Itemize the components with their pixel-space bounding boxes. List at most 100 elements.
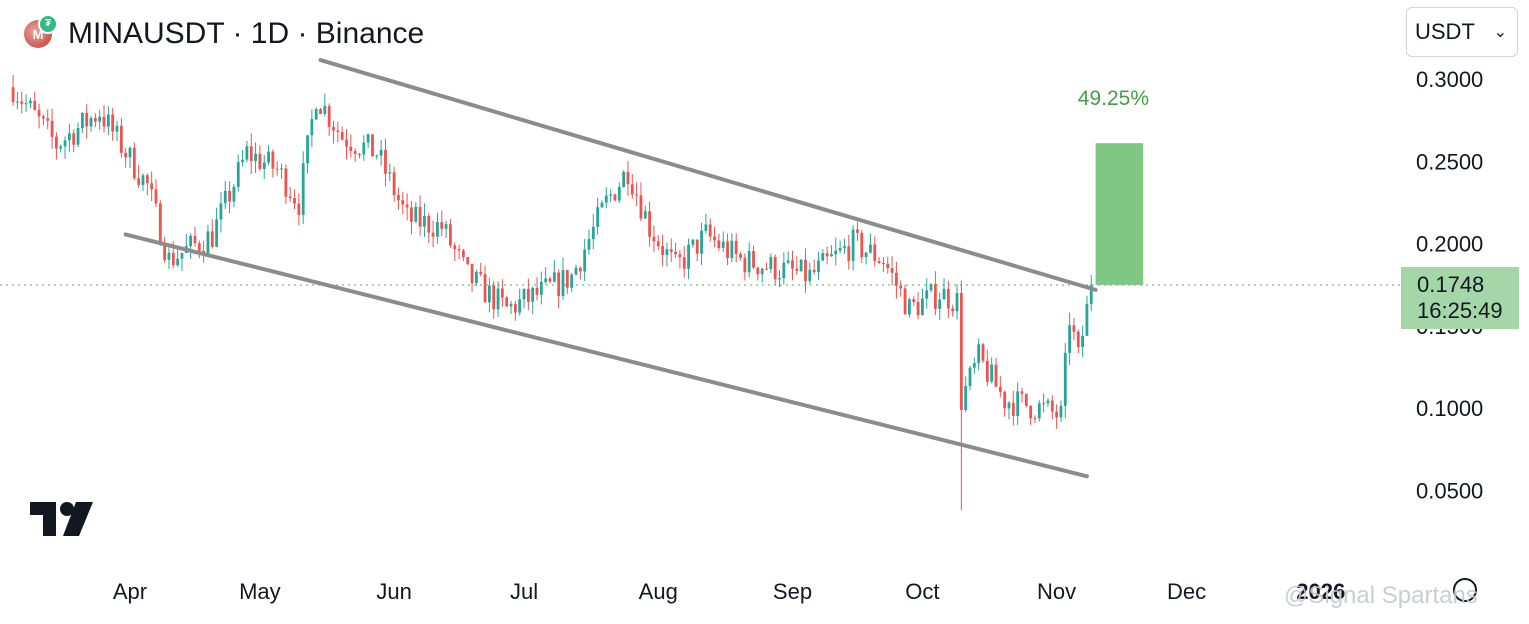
candle <box>50 108 54 149</box>
candle <box>1029 405 1033 425</box>
candle-body <box>93 118 97 122</box>
candle <box>241 150 244 167</box>
candle-body <box>687 244 690 269</box>
candle <box>687 238 690 280</box>
candle-body <box>366 134 370 143</box>
candle <box>522 288 526 309</box>
candle <box>262 155 266 180</box>
candle-body <box>375 155 379 157</box>
candle <box>951 304 955 317</box>
candle-body <box>1059 405 1063 418</box>
channel-lower-line <box>123 232 1089 479</box>
candle <box>968 365 972 391</box>
candle-body <box>804 259 807 282</box>
candle-body <box>1037 403 1041 419</box>
candle-body <box>782 262 786 279</box>
candle <box>743 253 747 281</box>
candle-body <box>933 284 937 309</box>
candle-body <box>80 112 84 129</box>
candle <box>267 145 270 165</box>
candle-body <box>791 260 794 269</box>
candle-body <box>1055 411 1059 418</box>
candle <box>319 108 322 115</box>
candle <box>895 261 898 299</box>
candle-body <box>236 162 240 187</box>
candle <box>1033 415 1037 423</box>
candle <box>505 296 509 308</box>
candle-body <box>410 207 413 222</box>
candle <box>756 266 760 281</box>
candle <box>851 225 855 271</box>
candle <box>695 239 699 262</box>
candle <box>487 277 491 313</box>
candle <box>531 286 535 314</box>
candle <box>85 104 89 139</box>
candle-body <box>150 183 154 190</box>
candle-body <box>557 272 561 296</box>
candle-body <box>440 222 444 229</box>
candle-body <box>873 244 877 261</box>
candle-body <box>98 116 102 122</box>
candle <box>998 375 1002 398</box>
candle-body <box>241 159 244 163</box>
candle-body <box>280 168 283 170</box>
candle <box>903 284 907 315</box>
candle-body <box>860 232 864 258</box>
candle-body <box>1050 400 1054 412</box>
price-tick-label: 0.3000 <box>1416 67 1483 92</box>
candle-body <box>371 134 374 157</box>
candle-body <box>821 253 825 261</box>
candle-body <box>284 168 288 197</box>
candle-body <box>812 269 816 273</box>
candle <box>630 174 634 199</box>
candle <box>314 107 318 121</box>
candle <box>1020 387 1024 403</box>
candle <box>843 238 846 254</box>
candle <box>912 296 916 306</box>
candle <box>479 262 483 277</box>
candle <box>16 91 19 110</box>
candle-body <box>271 151 275 169</box>
candle-body <box>734 240 738 254</box>
candle <box>345 128 348 160</box>
current-price: 0.1748 <box>1417 272 1485 297</box>
candle-body <box>717 240 721 248</box>
candle-body <box>596 207 600 227</box>
candle <box>977 338 981 371</box>
candle <box>1076 329 1080 354</box>
candle <box>1085 295 1089 336</box>
candle <box>275 161 279 176</box>
candle <box>475 269 478 286</box>
candle <box>765 262 768 271</box>
candle <box>436 212 439 244</box>
candle <box>340 126 344 141</box>
candle-body <box>423 215 426 227</box>
candle-body <box>379 149 383 156</box>
currency-select[interactable]: USDT ⌄ <box>1406 7 1518 57</box>
candle-body <box>453 245 457 250</box>
candle-body <box>1081 335 1084 347</box>
candle-body <box>509 303 513 307</box>
candle-body <box>158 203 162 245</box>
candle <box>856 221 859 242</box>
candle <box>648 201 651 247</box>
candle <box>11 75 15 106</box>
candle <box>535 277 539 301</box>
candle-body <box>626 171 630 185</box>
candle-body <box>773 257 777 280</box>
candle <box>176 246 180 267</box>
candle-body <box>817 260 820 273</box>
candle <box>609 189 613 203</box>
candle-body <box>591 226 595 240</box>
chevron-down-icon: ⌄ <box>1493 24 1507 41</box>
candle <box>552 259 556 283</box>
candle-body <box>358 153 361 155</box>
candle <box>236 154 240 192</box>
candle-body <box>479 271 483 275</box>
time-tick-label: Jun <box>376 579 411 604</box>
candle-body <box>33 100 37 110</box>
time-axis[interactable]: Apr May Jun Jul Aug Sep Oct Nov Dec 2026 <box>113 578 1477 604</box>
candle-body <box>42 116 45 119</box>
candle-body <box>500 288 504 298</box>
